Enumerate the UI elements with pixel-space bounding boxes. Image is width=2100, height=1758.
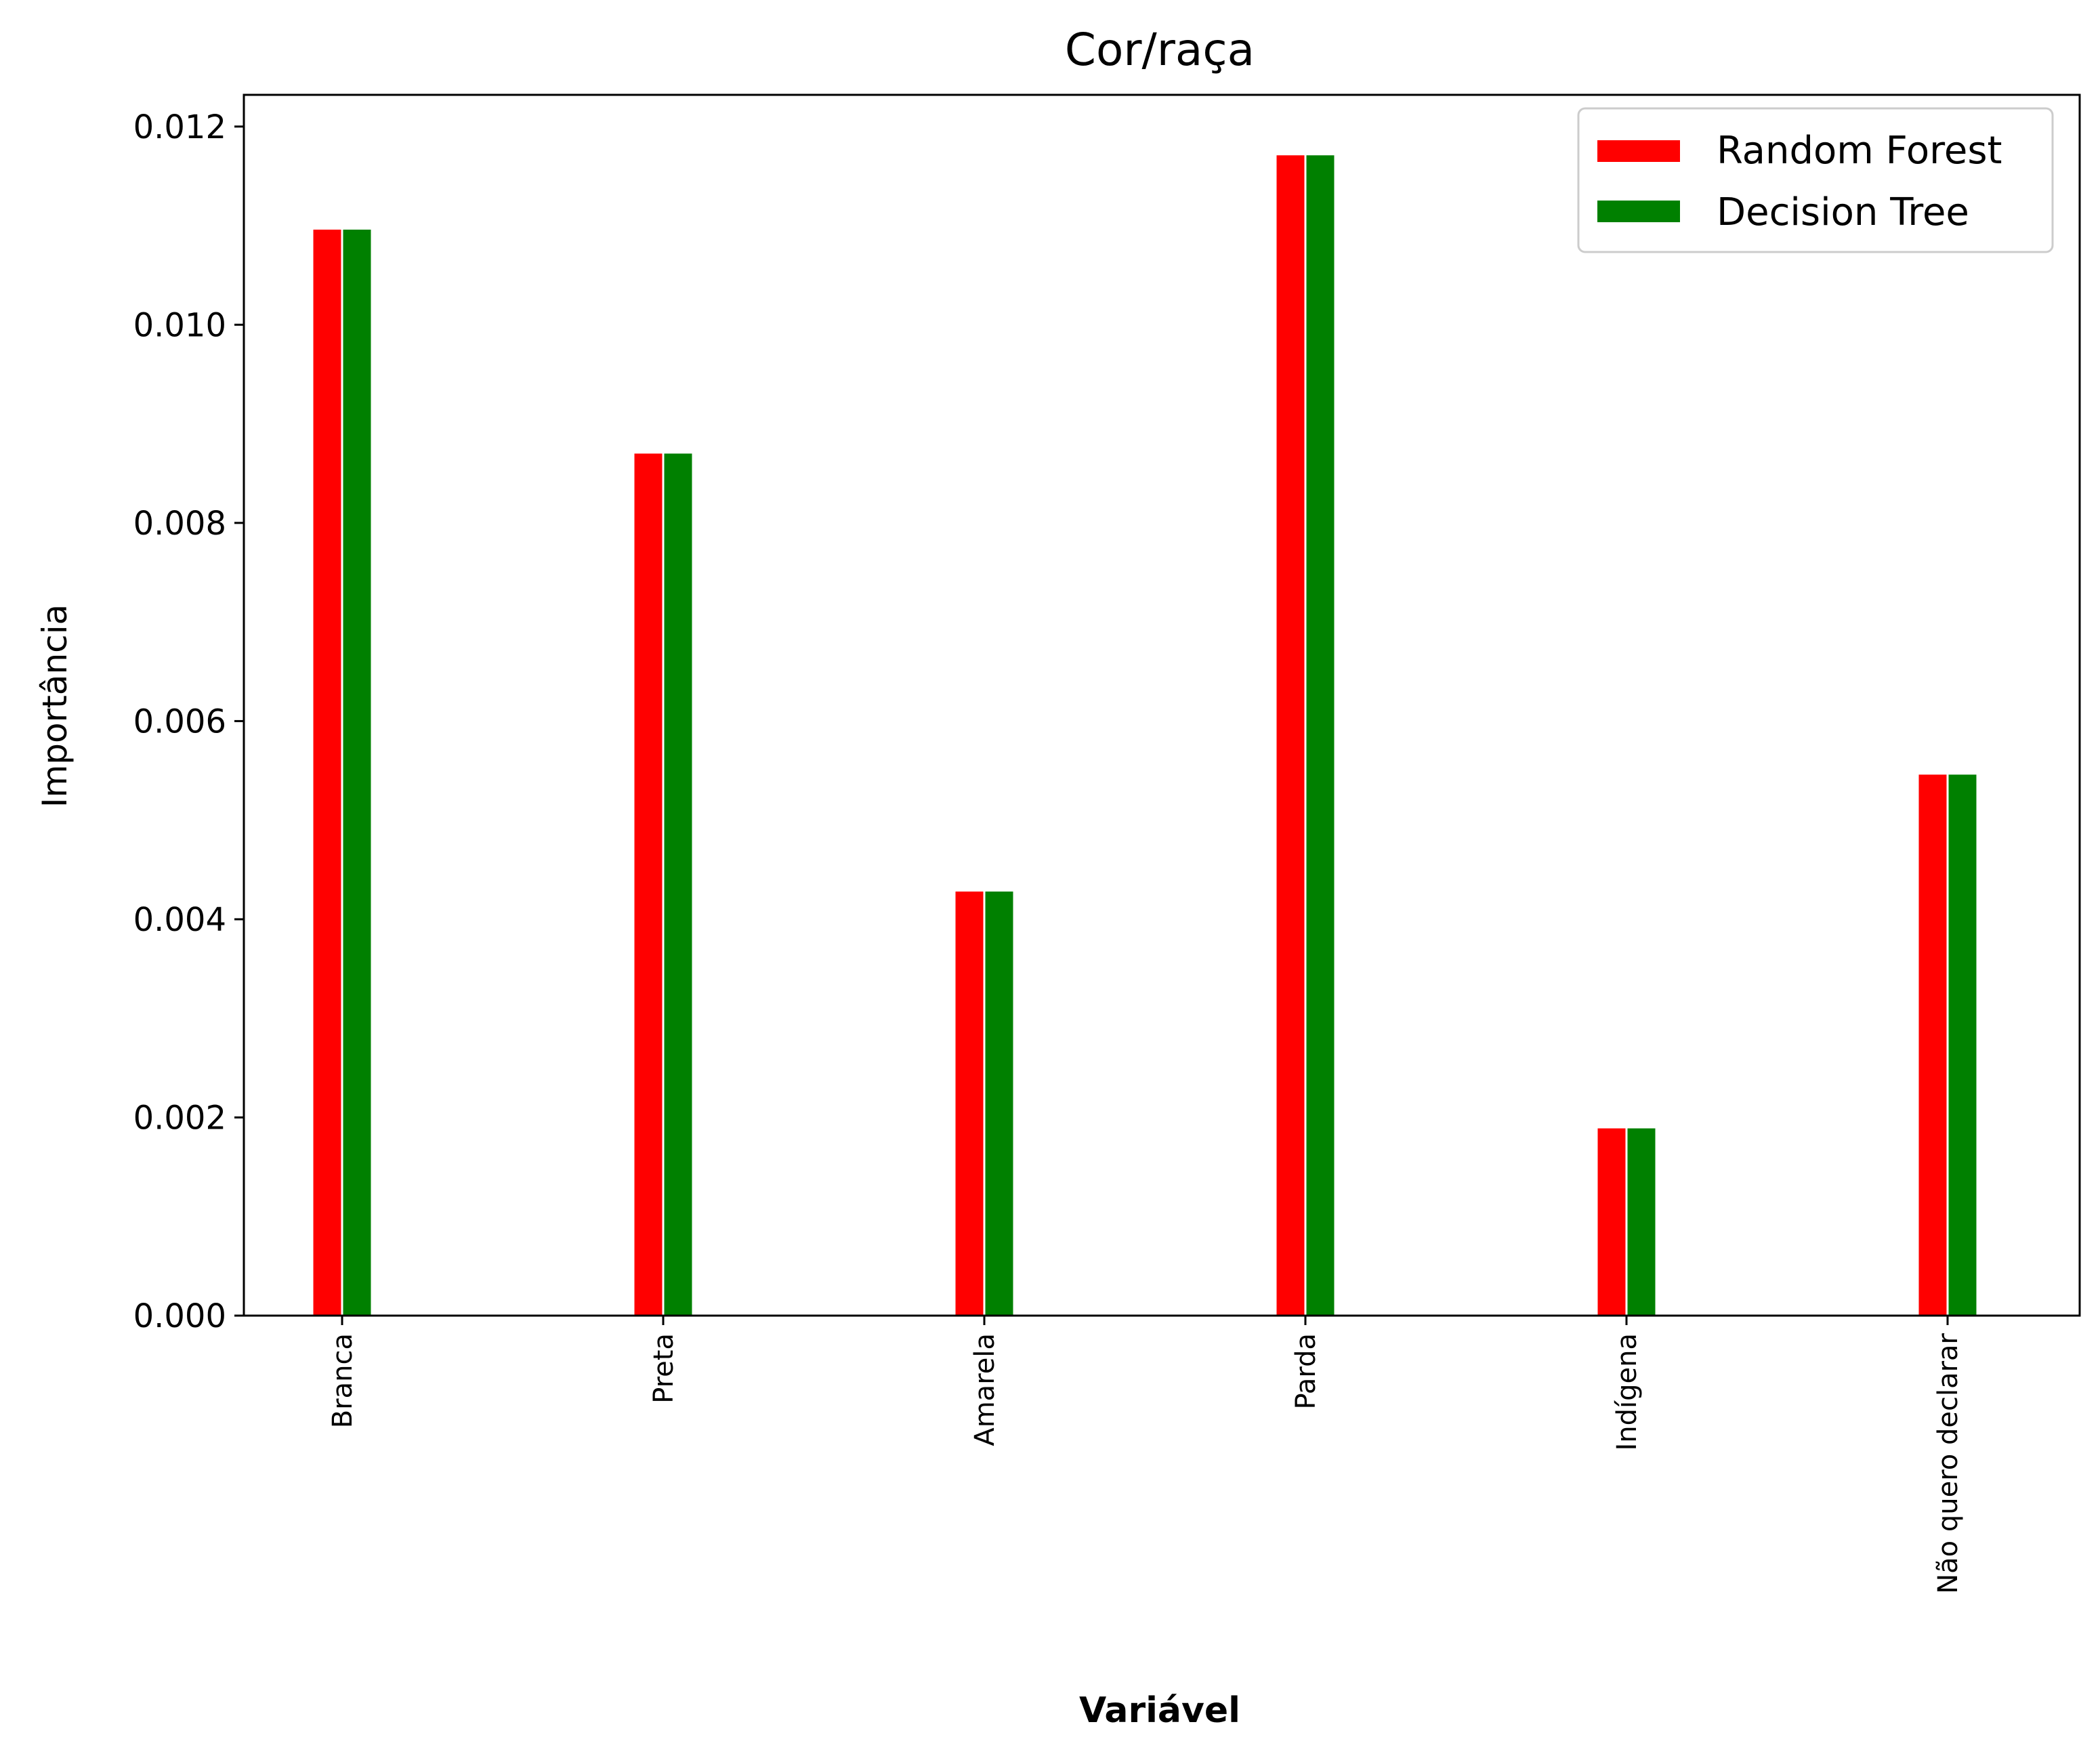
x-tick-label-indigena: Indígena xyxy=(1612,1333,1643,1451)
bar-random-forest-parda xyxy=(1274,153,1307,1317)
x-tick-label-amarela: Amarela xyxy=(969,1333,1001,1446)
legend-swatch-decision-tree xyxy=(1597,201,1680,222)
legend: Random Forest Decision Tree xyxy=(1577,107,2054,253)
y-tick-label: 0.010 xyxy=(133,306,226,344)
y-tick-label: 0.004 xyxy=(133,901,226,939)
bar-random-forest-nao-quero-declarar xyxy=(1916,772,1949,1317)
x-axis: Branca Preta Amarela Parda Indígena Não quero… xyxy=(327,1316,1964,1594)
legend-swatch-random-forest xyxy=(1597,140,1680,162)
y-tick-label: 0.002 xyxy=(133,1099,226,1137)
legend-label-random-forest: Random Forest xyxy=(1717,129,2002,173)
legend-box xyxy=(1577,107,2054,253)
bar-decision-tree-indigena xyxy=(1625,1126,1658,1317)
y-tick-label: 0.008 xyxy=(133,505,226,543)
x-tick-label-parda: Parda xyxy=(1290,1333,1322,1409)
x-tick-label-nao-quero-declarar: Não quero declarar xyxy=(1933,1333,1964,1593)
legend-label-decision-tree: Decision Tree xyxy=(1717,190,1969,234)
x-tick-label-branca: Branca xyxy=(327,1333,358,1428)
bar-random-forest-indigena xyxy=(1595,1126,1628,1317)
plot-frame xyxy=(243,93,2081,1317)
y-tick-label: 0.000 xyxy=(133,1297,226,1335)
bar-decision-tree-amarela xyxy=(983,890,1015,1317)
bar-random-forest-amarela xyxy=(953,890,986,1317)
x-tick-label-preta: Preta xyxy=(648,1333,679,1404)
bar-random-forest-branca xyxy=(311,227,343,1317)
bar-decision-tree-parda xyxy=(1304,153,1337,1317)
y-tick-label: 0.006 xyxy=(133,703,226,740)
bar-decision-tree-nao-quero-declarar xyxy=(1946,772,1979,1317)
y-axis: 0.000 0.002 0.004 0.006 0.008 0.010 0.012 xyxy=(133,108,244,1335)
bar-random-forest-preta xyxy=(632,451,665,1317)
chart-title: Cor/raça xyxy=(1065,24,1255,76)
y-axis-title: Importância xyxy=(35,604,75,808)
y-tick-label: 0.012 xyxy=(133,108,226,146)
bars xyxy=(311,153,1979,1317)
x-axis-title: Variável xyxy=(1079,1690,1240,1731)
bar-decision-tree-branca xyxy=(341,227,373,1317)
bar-decision-tree-preta xyxy=(662,451,694,1317)
